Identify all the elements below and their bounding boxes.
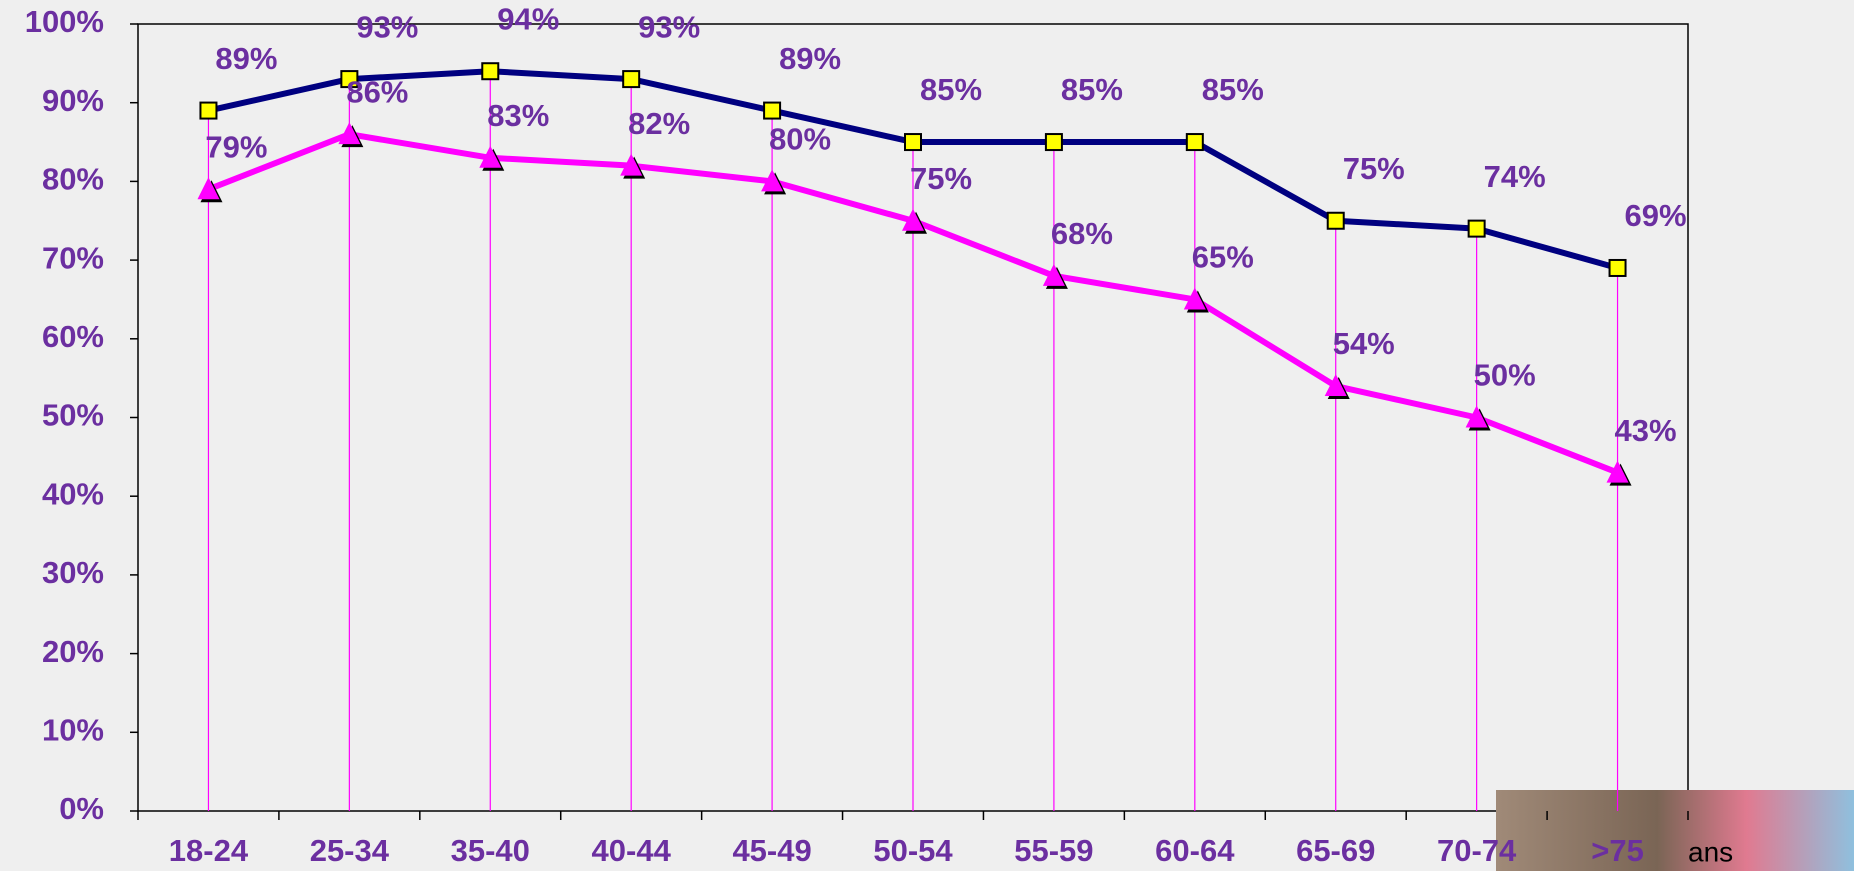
y-tick-label: 30% [42,555,104,590]
x-tick-label: 40-44 [592,833,672,868]
data-label: 69% [1625,198,1687,233]
data-label: 54% [1333,326,1395,361]
x-tick-label: 35-40 [451,833,530,868]
data-label: 75% [910,161,972,196]
data-label: 65% [1192,240,1254,275]
y-tick-label: 100% [25,4,104,39]
data-label: 85% [920,72,982,107]
x-tick-label: >75 [1591,833,1644,868]
data-label: 68% [1051,216,1113,251]
data-label: 94% [497,1,559,36]
marker [1046,134,1062,150]
data-label: 74% [1484,159,1546,194]
data-label: 83% [487,98,549,133]
data-label: 89% [215,41,277,76]
x-tick-label: 60-64 [1155,833,1235,868]
marker [623,71,639,87]
y-tick-label: 0% [59,791,104,826]
data-label: 79% [205,129,267,164]
marker [1328,213,1344,229]
chart: ans 0% 10% 20% 30% 40% 50% 60% 70% 80% 90% 100% 18-… [0,0,1854,871]
y-tick-label: 60% [42,319,104,354]
y-tick-label: 80% [42,162,104,197]
data-label: 86% [346,74,408,109]
data-label: 85% [1202,72,1264,107]
x-tick-label: 65-69 [1296,833,1375,868]
x-tick-label: 18-24 [169,833,249,868]
y-tick-label: 50% [42,398,104,433]
x-tick-label: 55-59 [1014,833,1093,868]
data-label: 93% [638,9,700,44]
x-tick-label: 50-54 [873,833,953,868]
y-tick-label: 70% [42,240,104,275]
marker [764,103,780,119]
data-label: 43% [1615,413,1677,448]
marker [200,103,216,119]
y-tick-label: 20% [42,634,104,669]
x-tick-label: 45-49 [732,833,811,868]
data-label: 85% [1061,72,1123,107]
data-label: 75% [1343,151,1405,186]
marker [1469,221,1485,237]
y-tick-label: 10% [42,712,104,747]
data-label: 50% [1474,358,1536,393]
data-label: 89% [779,41,841,76]
x-tick-label: 70-74 [1437,833,1517,868]
marker [1187,134,1203,150]
data-label: 80% [769,122,831,157]
photo [1496,790,1854,871]
data-label: 82% [628,106,690,141]
data-label: 93% [356,9,418,44]
x-tick-label: 25-34 [310,833,390,868]
marker [482,63,498,79]
marker [1610,260,1626,276]
y-tick-label: 90% [42,83,104,118]
marker [905,134,921,150]
annotation: ans [1688,836,1733,867]
y-tick-label: 40% [42,476,104,511]
